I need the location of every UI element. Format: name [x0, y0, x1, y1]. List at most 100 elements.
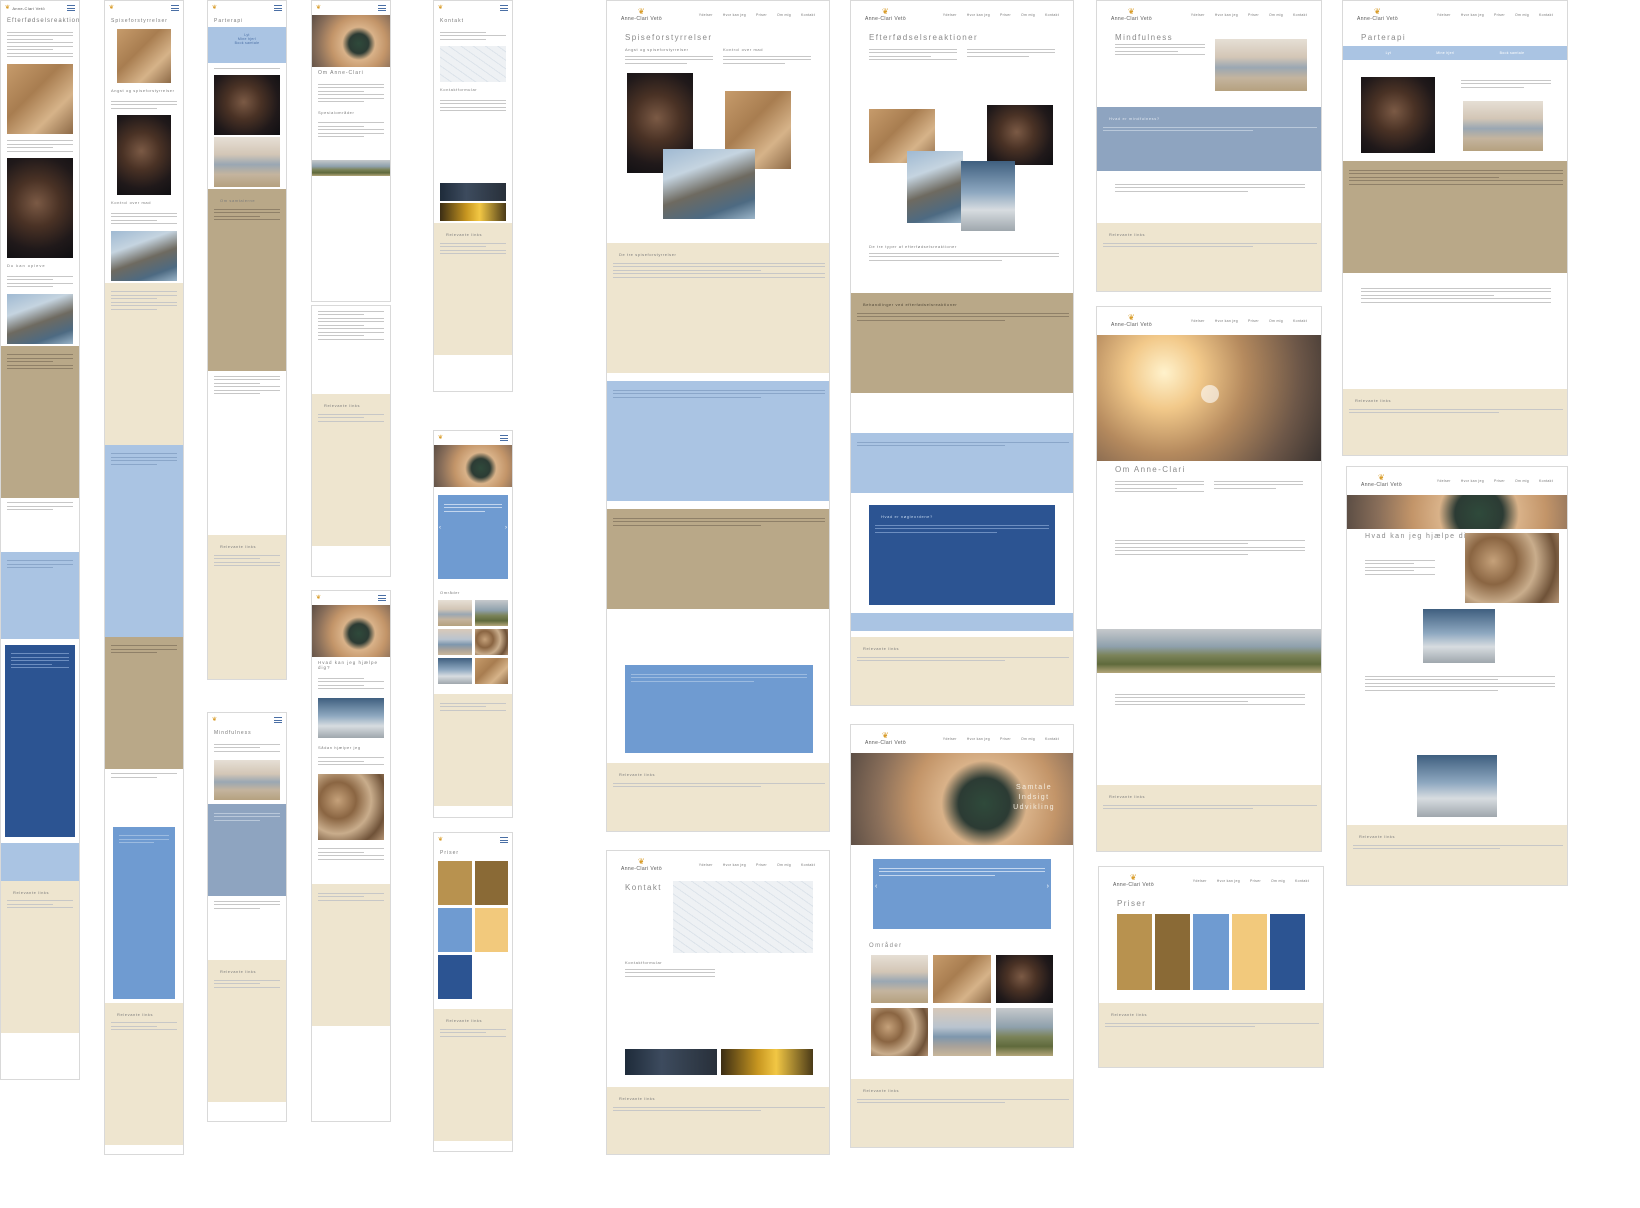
logo[interactable]: ❦ Anne-Clari Vetö: [865, 731, 907, 747]
map-image[interactable]: [673, 881, 813, 953]
nav-item[interactable]: Ydelser: [942, 737, 957, 741]
area-tile[interactable]: [438, 629, 472, 655]
logo[interactable]: ❦: [316, 595, 321, 601]
nav-item[interactable]: Ydelser: [1190, 13, 1205, 17]
nav-item[interactable]: Om mig: [776, 863, 792, 867]
nav-item[interactable]: Kontakt: [1293, 13, 1307, 17]
nav-item[interactable]: Kontakt: [1045, 737, 1059, 741]
logo[interactable]: ❦: [109, 5, 114, 11]
logo[interactable]: ❦ Anne-Clari Vetö: [1357, 7, 1399, 23]
nav-item[interactable]: Priser: [756, 863, 767, 867]
chevron-left-icon[interactable]: ‹: [439, 525, 441, 531]
logo[interactable]: ❦: [438, 5, 443, 11]
nav-item[interactable]: Ydelser: [942, 13, 957, 17]
contact-form[interactable]: [434, 95, 512, 169]
price-card[interactable]: [438, 908, 472, 952]
hamburger-icon[interactable]: [274, 5, 282, 11]
area-tile[interactable]: [474, 658, 508, 684]
nav-item[interactable]: Priser: [1250, 879, 1261, 883]
hamburger-icon[interactable]: [500, 435, 508, 441]
map-image[interactable]: [440, 46, 506, 82]
nav-item[interactable]: Priser: [1494, 13, 1505, 17]
logo[interactable]: ❦ Anne-Clari Vetö: [865, 7, 907, 23]
nav-item[interactable]: Om mig: [1268, 13, 1284, 17]
nav-item[interactable]: Kontakt: [1293, 319, 1307, 323]
nav-item[interactable]: Om mig: [1514, 479, 1530, 483]
area-tile[interactable]: [438, 658, 472, 684]
area-tile[interactable]: [933, 955, 991, 1003]
area-tile[interactable]: [995, 955, 1053, 1003]
hamburger-icon[interactable]: [274, 717, 282, 723]
area-tile[interactable]: [474, 600, 508, 626]
listen-button[interactable]: Lyt: [1385, 51, 1392, 55]
logo[interactable]: ❦ Anne-Clari Vetö: [1111, 7, 1153, 23]
nav-item[interactable]: Kontakt: [801, 863, 815, 867]
logo[interactable]: ❦: [316, 5, 321, 11]
area-tile[interactable]: [474, 629, 508, 655]
play-icon[interactable]: [1201, 385, 1219, 403]
price-card[interactable]: [1231, 914, 1267, 990]
nav-item[interactable]: Om mig: [1268, 319, 1284, 323]
nav-item[interactable]: Ydelser: [1436, 13, 1451, 17]
nav-item[interactable]: Priser: [1248, 13, 1259, 17]
book-button[interactable]: Book samtale: [234, 41, 260, 45]
nav-item[interactable]: Ydelser: [698, 13, 713, 17]
nav-item[interactable]: Ydelser: [1436, 479, 1451, 483]
hamburger-icon[interactable]: [378, 595, 386, 601]
book-button[interactable]: Book samtale: [1499, 51, 1525, 55]
nav-item[interactable]: Hvor kan jeg: [1214, 13, 1238, 17]
chevron-right-icon[interactable]: ›: [1046, 883, 1049, 890]
area-tile[interactable]: [871, 955, 929, 1003]
logo[interactable]: ❦: [212, 717, 217, 723]
hamburger-icon[interactable]: [500, 5, 508, 11]
nav-item[interactable]: Priser: [1494, 479, 1505, 483]
nav-item[interactable]: Om mig: [1514, 13, 1530, 17]
nav-item[interactable]: Hvor kan jeg: [1460, 13, 1484, 17]
nav-item[interactable]: Kontakt: [1539, 13, 1553, 17]
price-card[interactable]: [1117, 914, 1153, 990]
mine-button[interactable]: Mine hjerl: [1436, 51, 1455, 55]
logo[interactable]: ❦ Anne-Clari Vetö: [1111, 313, 1153, 329]
nav-item[interactable]: Kontakt: [1539, 479, 1553, 483]
nav-item[interactable]: Om mig: [1020, 737, 1036, 741]
logo[interactable]: ❦ Anne-Clari Vetö: [621, 7, 663, 23]
chevron-right-icon[interactable]: ›: [505, 525, 507, 531]
nav-item[interactable]: Priser: [1000, 737, 1011, 741]
nav-item[interactable]: Ydelser: [698, 863, 713, 867]
area-tile[interactable]: [933, 1008, 991, 1056]
listen-button[interactable]: Lyt: [244, 33, 250, 37]
price-card[interactable]: [1193, 914, 1229, 990]
logo[interactable]: ❦: [438, 837, 443, 843]
nav-item[interactable]: Ydelser: [1190, 319, 1205, 323]
price-card[interactable]: [474, 908, 508, 952]
nav-item[interactable]: Priser: [1248, 319, 1259, 323]
hamburger-icon[interactable]: [171, 5, 179, 11]
nav-item[interactable]: Kontakt: [801, 13, 815, 17]
nav-item[interactable]: Hvor kan jeg: [1460, 479, 1484, 483]
logo[interactable]: ❦ Anne-Clari Vetö: [1361, 473, 1403, 489]
nav-item[interactable]: Hvor kan jeg: [722, 13, 746, 17]
price-card[interactable]: [1269, 914, 1306, 990]
nav-item[interactable]: Om mig: [1020, 13, 1036, 17]
price-card[interactable]: [1155, 914, 1191, 990]
logo[interactable]: ❦: [212, 5, 217, 11]
nav-item[interactable]: Priser: [1000, 13, 1011, 17]
price-card[interactable]: [438, 955, 472, 999]
price-card[interactable]: [474, 861, 508, 905]
nav-item[interactable]: Ydelser: [1192, 879, 1207, 883]
nav-item[interactable]: Hvor kan jeg: [966, 737, 990, 741]
logo[interactable]: ❦ Anne-Clari Vetö: [621, 857, 663, 873]
logo[interactable]: ❦: [438, 435, 443, 441]
nav-item[interactable]: Hvor kan jeg: [966, 13, 990, 17]
nav-item[interactable]: Priser: [756, 13, 767, 17]
hamburger-icon[interactable]: [500, 837, 508, 843]
hamburger-icon[interactable]: [67, 5, 75, 11]
logo[interactable]: ❦ Anne-Clari Vetö: [1113, 873, 1155, 889]
nav-item[interactable]: Kontakt: [1295, 879, 1309, 883]
nav-item[interactable]: Hvor kan jeg: [1214, 319, 1238, 323]
hamburger-icon[interactable]: [378, 5, 386, 11]
area-tile[interactable]: [438, 600, 472, 626]
nav-item[interactable]: Om mig: [776, 13, 792, 17]
nav-item[interactable]: Om mig: [1270, 879, 1286, 883]
price-card[interactable]: [438, 861, 472, 905]
